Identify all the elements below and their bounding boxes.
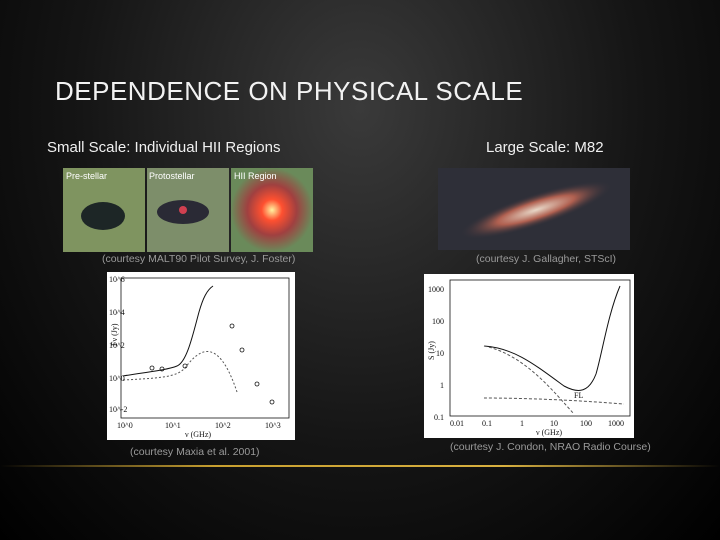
m82-image (438, 168, 630, 250)
x-tick: 1000 (608, 419, 624, 428)
caption: (courtesy J. Gallagher, STScI) (476, 253, 617, 265)
x-tick: 10^2 (215, 421, 231, 430)
y-tick: 1 (440, 381, 444, 390)
x-tick: 10^3 (265, 421, 281, 430)
x-tick: 0.01 (450, 419, 464, 428)
right-plot: 1000 100 10 1 0.1 0.01 0.1 1 10 100 1000… (424, 274, 634, 438)
x-tick: 10^0 (117, 421, 133, 430)
panel-label: Protostellar (149, 171, 195, 181)
left-plot: 10^6 10^4 10^2 10^0 10^-2 10^0 10^1 10^2… (107, 272, 295, 440)
x-tick: 1 (520, 419, 524, 428)
y-tick: 10^2 (109, 341, 125, 350)
y-label: Fν (Jy) (110, 323, 119, 346)
caption: (courtesy MALT90 Pilot Survey, J. Foster… (102, 253, 296, 265)
panel-label: Pre-stellar (66, 171, 107, 181)
y-tick: 10^4 (109, 308, 125, 317)
left-heading: Small Scale: Individual HII Regions (47, 139, 281, 156)
title: DEPENDENCE ON PHYSICAL SCALE (55, 76, 524, 106)
panel-label: HII Region (234, 171, 277, 181)
x-label: ν (GHz) (185, 430, 211, 439)
x-tick: 10 (550, 419, 558, 428)
caption: (courtesy J. Condon, NRAO Radio Course) (450, 441, 651, 453)
x-label: ν (GHz) (536, 428, 562, 437)
x-tick: 10^1 (165, 421, 181, 430)
hii-images: Pre-stellar Protostellar HII Region (63, 168, 313, 252)
y-tick: 1000 (428, 285, 444, 294)
y-tick: 0.1 (434, 413, 444, 422)
y-tick: 10^0 (109, 374, 125, 383)
y-tick: 10^-2 (109, 405, 127, 414)
y-tick: 10^6 (109, 275, 125, 284)
x-tick: 0.1 (482, 419, 492, 428)
caption: (courtesy Maxia et al. 2001) (130, 446, 260, 458)
right-heading: Large Scale: M82 (486, 139, 604, 156)
annotation: FL (574, 391, 583, 400)
y-tick: 100 (432, 317, 444, 326)
x-tick: 100 (580, 419, 592, 428)
y-tick: 10 (436, 349, 444, 358)
y-label: S (Jy) (427, 341, 436, 360)
divider (0, 465, 720, 467)
